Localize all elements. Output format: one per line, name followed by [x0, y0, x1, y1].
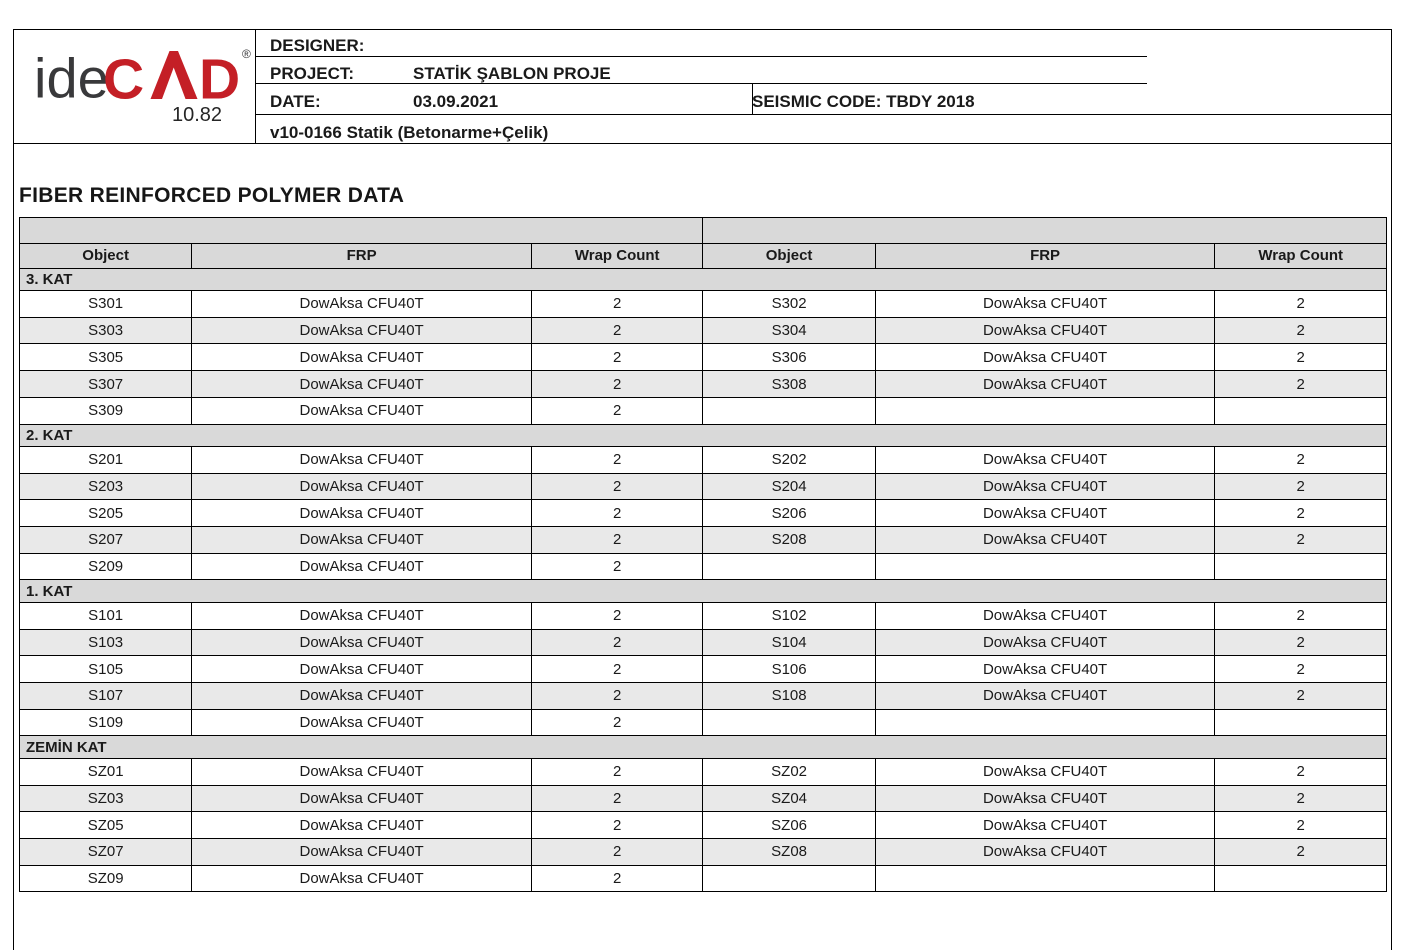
svg-text:D: D — [199, 48, 240, 111]
svg-text:C: C — [103, 48, 144, 111]
svg-text:ide: ide — [34, 47, 109, 110]
svg-text:®: ® — [242, 47, 251, 61]
